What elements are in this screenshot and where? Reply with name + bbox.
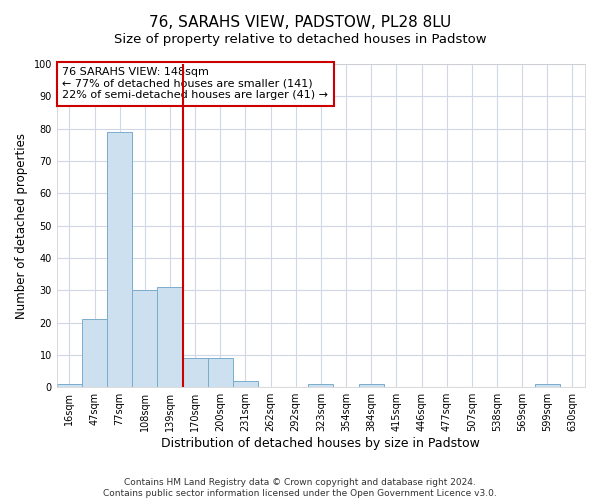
Bar bbox=[359, 384, 384, 387]
Y-axis label: Number of detached properties: Number of detached properties bbox=[15, 132, 28, 318]
Bar bbox=[535, 384, 560, 387]
Bar bbox=[132, 290, 157, 387]
Bar bbox=[107, 132, 132, 387]
Bar bbox=[57, 384, 82, 387]
Text: 76, SARAHS VIEW, PADSTOW, PL28 8LU: 76, SARAHS VIEW, PADSTOW, PL28 8LU bbox=[149, 15, 451, 30]
X-axis label: Distribution of detached houses by size in Padstow: Distribution of detached houses by size … bbox=[161, 437, 481, 450]
Text: Size of property relative to detached houses in Padstow: Size of property relative to detached ho… bbox=[113, 32, 487, 46]
Bar bbox=[82, 320, 107, 387]
Text: Contains HM Land Registry data © Crown copyright and database right 2024.
Contai: Contains HM Land Registry data © Crown c… bbox=[103, 478, 497, 498]
Bar bbox=[182, 358, 208, 387]
Bar bbox=[308, 384, 334, 387]
Bar bbox=[208, 358, 233, 387]
Bar bbox=[157, 287, 182, 387]
Bar bbox=[233, 380, 258, 387]
Text: 76 SARAHS VIEW: 148sqm
← 77% of detached houses are smaller (141)
22% of semi-de: 76 SARAHS VIEW: 148sqm ← 77% of detached… bbox=[62, 67, 328, 100]
